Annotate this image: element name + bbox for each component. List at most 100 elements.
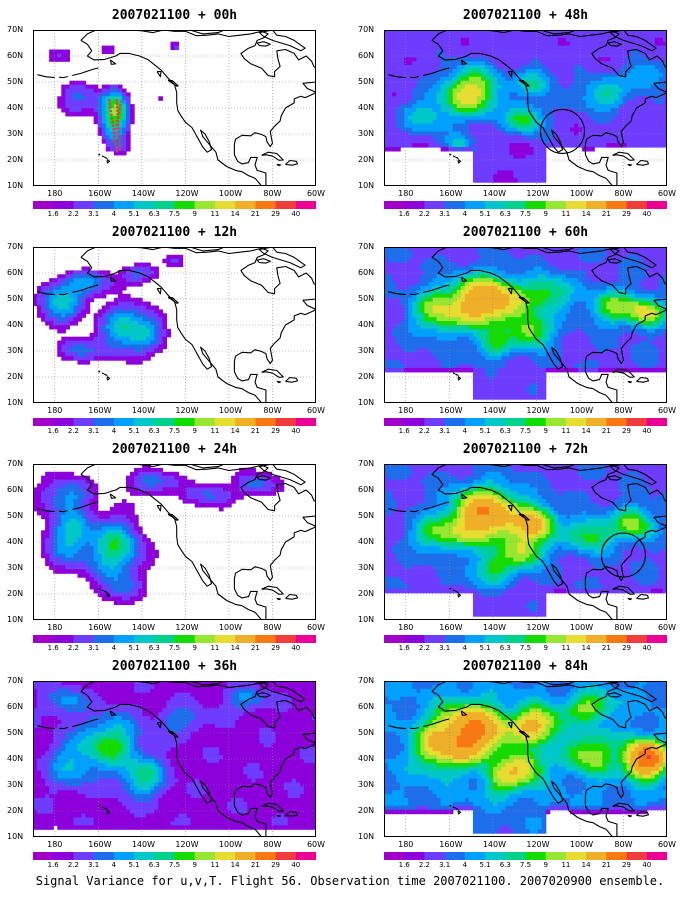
colorbar-swatch (626, 418, 648, 426)
lat-label: 20N (7, 589, 24, 598)
lon-label: 180 (398, 623, 414, 632)
lat-label: 50N (358, 511, 375, 520)
colorbar-swatch (235, 201, 256, 209)
colorbar-label: 7.5 (519, 644, 532, 652)
colorbar-swatch (404, 418, 425, 426)
colorbar-label: 6.3 (499, 644, 511, 652)
colorbar-label: 5.1 (479, 644, 491, 652)
colorbar-label: 40 (642, 644, 652, 652)
lat-label: 10N (7, 181, 24, 190)
lon-label: 180 (47, 623, 63, 632)
colorbar-swatch (53, 201, 74, 209)
colorbar-label: 21 (250, 427, 260, 435)
variance-map (33, 247, 316, 403)
lat-label: 30N (7, 780, 24, 789)
lon-label: 160W (88, 189, 112, 198)
target-circle (600, 532, 647, 578)
colorbar-swatch (646, 201, 667, 209)
colorbar (33, 635, 316, 643)
colorbar-label: 14 (581, 861, 591, 869)
lon-label: 120W (526, 189, 550, 198)
lon-label: 60W (657, 406, 677, 415)
colorbar-swatch (255, 418, 277, 426)
colorbar-swatch (525, 201, 547, 209)
colorbar-swatch (214, 418, 236, 426)
coastlines (388, 247, 667, 403)
colorbar-swatch (545, 201, 567, 209)
colorbar-label: 5.1 (479, 861, 491, 869)
colorbar-swatch (73, 418, 95, 426)
colorbar-label: 6.3 (499, 861, 511, 869)
colorbar-swatch (235, 418, 256, 426)
lat-label: 30N (358, 780, 375, 789)
colorbar-swatch (424, 418, 446, 426)
colorbar-swatch (404, 635, 425, 643)
colorbar-label: 2.2 (418, 861, 430, 869)
lon-label: 60W (306, 840, 326, 849)
colorbar-swatch (586, 418, 607, 426)
colorbar-label: 4 (111, 210, 117, 218)
lat-label: 20N (358, 372, 375, 381)
lon-label: 180 (398, 189, 414, 198)
colorbar-label: 5.1 (479, 427, 491, 435)
colorbar-label: 2.2 (67, 644, 79, 652)
colorbar-swatch (255, 852, 277, 860)
colorbar-swatch (134, 418, 155, 426)
colorbar-label: 29 (622, 427, 632, 435)
lon-label: 140W (482, 840, 507, 849)
colorbar-swatch (53, 635, 74, 643)
lat-label: 60N (7, 51, 24, 60)
colorbar-label: 5.1 (479, 210, 491, 218)
colorbar (384, 201, 667, 209)
lat-label: 10N (7, 615, 24, 624)
colorbar-label: 29 (271, 861, 281, 869)
colorbar-label: 14 (230, 861, 240, 869)
lon-label: 60W (306, 623, 326, 632)
colorbar-label: 3.1 (439, 427, 451, 435)
variance-map (384, 464, 667, 620)
colorbar (33, 201, 316, 209)
lat-label: 10N (7, 398, 24, 407)
colorbar-swatch (235, 852, 256, 860)
lat-label: 70N (358, 25, 375, 34)
colorbar-label: 7.5 (519, 861, 532, 869)
colorbar-swatch (545, 635, 567, 643)
coastlines (37, 681, 316, 837)
lon-label: 180 (47, 406, 63, 415)
colorbar-swatch (606, 635, 628, 643)
lat-label: 10N (358, 832, 375, 841)
colorbar-label: 6.3 (148, 210, 160, 218)
lat-label: 10N (358, 615, 375, 624)
colorbar-label: 6.3 (148, 644, 160, 652)
lon-label: 160W (88, 840, 112, 849)
colorbar-label: 21 (601, 427, 611, 435)
colorbar-label: 11 (561, 861, 571, 869)
colorbar-swatch (93, 852, 115, 860)
colorbar-swatch (525, 418, 547, 426)
colorbar-label: 1.6 (47, 210, 59, 218)
colorbar-swatch (93, 201, 115, 209)
coastlines (37, 464, 316, 620)
colorbar-label: 1.6 (398, 210, 410, 218)
lat-label: 10N (7, 832, 24, 841)
colorbar-label: 14 (230, 644, 240, 652)
colorbar-swatch (485, 418, 506, 426)
colorbar-label: 3.1 (88, 210, 100, 218)
lat-label: 30N (358, 129, 375, 138)
colorbar-label: 11 (561, 644, 571, 652)
colorbar-swatch (134, 852, 155, 860)
colorbar-label: 7.5 (519, 210, 532, 218)
colorbar-swatch (444, 201, 466, 209)
colorbar-label: 29 (271, 644, 281, 652)
colorbar-label: 40 (642, 210, 652, 218)
colorbar-swatch (384, 201, 405, 209)
lon-label: 80W (263, 189, 282, 198)
lon-label: 100W (569, 189, 594, 198)
lat-label: 10N (358, 398, 375, 407)
lat-label: 40N (358, 320, 375, 329)
panel-title: 2007021100 + 60h (462, 225, 589, 240)
colorbar-swatch (174, 852, 196, 860)
lon-label: 120W (175, 840, 199, 849)
lat-label: 40N (358, 537, 375, 546)
